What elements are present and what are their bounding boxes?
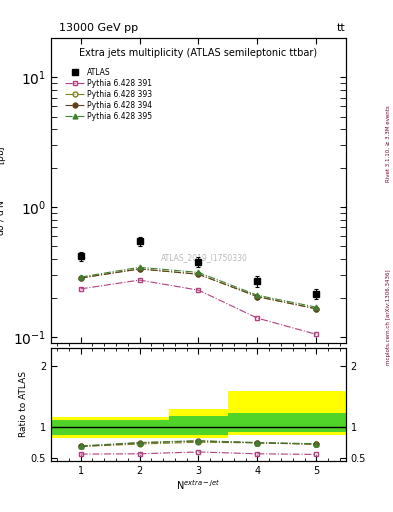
Y-axis label: dσ / d N$^{extra-jet}$ [pb]: dσ / d N$^{extra-jet}$ [pb] xyxy=(0,145,9,236)
Text: Rivet 3.1.10, ≥ 3.3M events: Rivet 3.1.10, ≥ 3.3M events xyxy=(386,105,391,182)
Y-axis label: Ratio to ATLAS: Ratio to ATLAS xyxy=(19,372,28,437)
Text: 13000 GeV pp: 13000 GeV pp xyxy=(59,23,138,33)
Legend: ATLAS, Pythia 6.428 391, Pythia 6.428 393, Pythia 6.428 394, Pythia 6.428 395: ATLAS, Pythia 6.428 391, Pythia 6.428 39… xyxy=(64,67,154,122)
X-axis label: N$^{extra-jet}$: N$^{extra-jet}$ xyxy=(176,478,221,492)
Text: mcplots.cern.ch [arXiv:1306.3436]: mcplots.cern.ch [arXiv:1306.3436] xyxy=(386,270,391,365)
Text: tt: tt xyxy=(337,23,346,33)
Text: Extra jets multiplicity (ATLAS semileptonic ttbar): Extra jets multiplicity (ATLAS semilepto… xyxy=(79,48,318,57)
Text: ATLAS_2019_I1750330: ATLAS_2019_I1750330 xyxy=(161,253,248,262)
